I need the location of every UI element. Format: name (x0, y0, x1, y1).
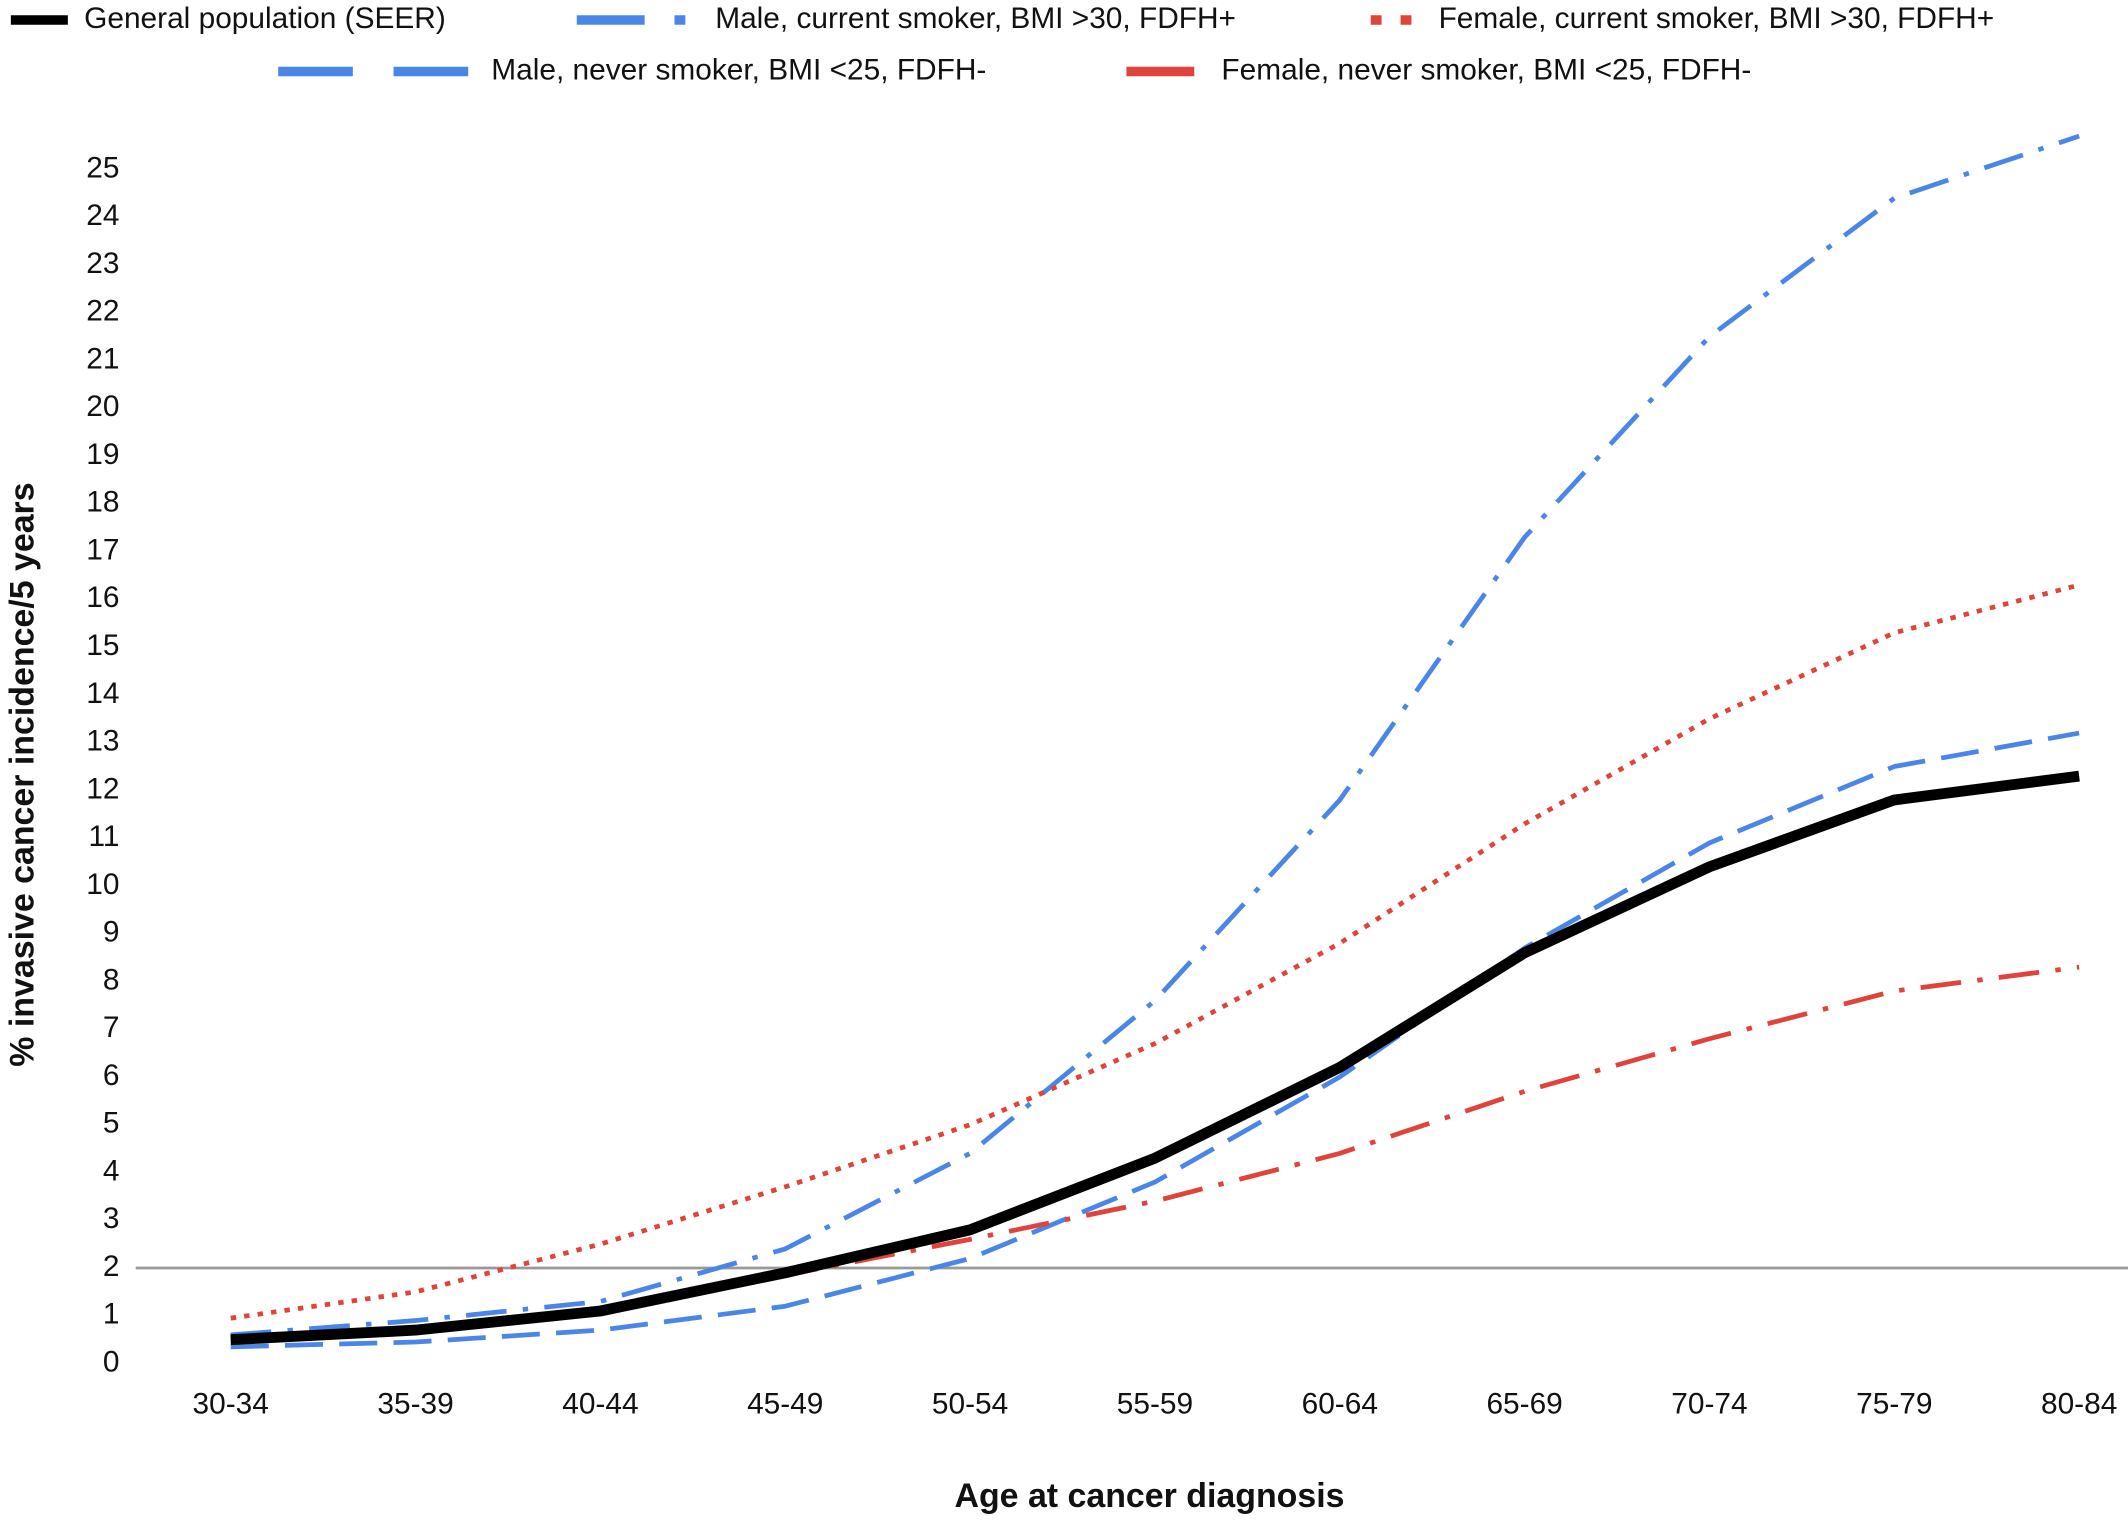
y-tick-label: 12 (86, 772, 119, 805)
y-tick-label: 25 (86, 151, 119, 184)
x-tick-label: 55-59 (1117, 1387, 1193, 1420)
series-line (230, 964, 2080, 1345)
series-line (230, 730, 2080, 1350)
x-tick-label: 60-64 (1302, 1387, 1378, 1420)
y-tick-label: 10 (86, 868, 119, 901)
y-tick-label: 6 (103, 1059, 120, 1092)
x-tick-label: 70-74 (1671, 1387, 1747, 1420)
legend-label: Female, current smoker, BMI >30, FDFH+ (1439, 2, 1995, 35)
x-tick-label: 45-49 (747, 1387, 823, 1420)
x-tick-label: 30-34 (193, 1387, 269, 1420)
y-tick-label: 0 (103, 1345, 120, 1378)
y-tick-label: 11 (88, 820, 119, 853)
y-tick-label: 13 (86, 725, 119, 758)
legend-label: Female, never smoker, BMI <25, FDFH- (1221, 53, 1751, 86)
x-tick-label: 80-84 (2041, 1387, 2117, 1420)
x-tick-label: 50-54 (932, 1387, 1008, 1420)
y-tick-label: 21 (86, 342, 119, 375)
x-tick-label: 75-79 (1856, 1387, 1932, 1420)
series-line (230, 770, 2080, 1346)
y-tick-label: 16 (86, 581, 119, 614)
y-tick-label: 1 (103, 1298, 120, 1331)
x-tick-label: 35-39 (377, 1387, 453, 1420)
y-tick-label: 3 (103, 1202, 120, 1235)
y-tick-label: 18 (86, 486, 119, 519)
y-tick-label: 8 (103, 963, 120, 996)
y-tick-label: 17 (86, 533, 119, 566)
legend-label: Male, current smoker, BMI >30, FDFH+ (715, 2, 1236, 35)
y-tick-label: 19 (86, 438, 119, 471)
legend-label: General population (SEER) (84, 2, 446, 35)
series-line (230, 582, 2080, 1321)
y-tick-label: 20 (86, 390, 119, 423)
legend-label: Male, never smoker, BMI <25, FDFH- (491, 53, 986, 86)
x-axis-title: Age at cancer diagnosis (954, 1477, 1344, 1515)
x-tick-label: 65-69 (1486, 1387, 1562, 1420)
x-tick-label: 40-44 (562, 1387, 638, 1420)
y-tick-label: 2 (103, 1250, 120, 1283)
y-axis-title: % invasive cancer incidence/5 years (3, 482, 41, 1066)
y-tick-label: 23 (86, 247, 119, 280)
y-tick-label: 24 (86, 199, 119, 232)
y-tick-label: 15 (86, 629, 119, 662)
y-tick-label: 5 (103, 1107, 120, 1140)
y-tick-label: 4 (103, 1154, 120, 1187)
y-tick-label: 9 (103, 916, 120, 949)
y-tick-label: 7 (103, 1011, 120, 1044)
y-tick-label: 22 (86, 295, 119, 328)
y-tick-label: 14 (86, 677, 119, 710)
